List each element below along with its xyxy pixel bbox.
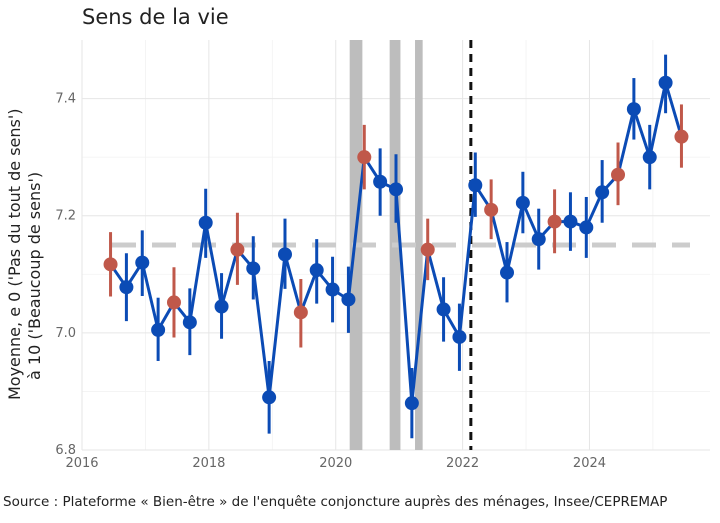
data-point [674, 129, 689, 144]
chart-plot-area: 6.8 7.0 7.2 7.4 2016 2018 2020 2022 2024 [55, 40, 710, 471]
data-point [563, 214, 578, 229]
data-point [277, 247, 292, 262]
data-point [642, 150, 657, 165]
data-point [436, 302, 451, 317]
data-point [595, 185, 610, 200]
data-point [500, 265, 515, 280]
data-point [611, 167, 626, 182]
y-tick-label: 7.4 [55, 92, 76, 107]
data-point [246, 261, 261, 276]
data-point [373, 174, 388, 189]
y-tick-label: 6.8 [55, 443, 76, 458]
y-tick-label: 7.0 [55, 326, 76, 341]
data-point [325, 282, 340, 297]
data-point [230, 242, 245, 257]
data-point [135, 255, 150, 270]
data-point [468, 178, 483, 193]
x-tick-label: 2022 [446, 456, 479, 471]
data-point [658, 75, 673, 90]
shaded-band [415, 40, 423, 450]
data-point [262, 390, 277, 405]
data-point [404, 396, 419, 411]
data-point [389, 182, 403, 197]
x-tick-label: 2018 [192, 456, 225, 471]
data-point [484, 202, 499, 217]
x-tick-label: 2024 [573, 456, 606, 471]
data-point [452, 329, 467, 344]
data-point [579, 220, 594, 235]
data-point [515, 195, 530, 210]
data-point [103, 257, 118, 272]
data-point [420, 242, 435, 257]
data-point [293, 305, 308, 320]
x-tick-label: 2016 [65, 456, 98, 471]
data-point [547, 214, 562, 229]
x-tick-label: 2020 [319, 456, 352, 471]
data-point [309, 263, 324, 278]
data-point [166, 295, 181, 310]
data-point [151, 322, 166, 337]
source-note: Source : Plateforme « Bien-être » de l'e… [3, 494, 668, 510]
data-point [119, 280, 134, 295]
data-point [341, 292, 356, 307]
data-point [182, 315, 197, 330]
chart-title: Sens de la vie [82, 5, 229, 29]
data-point [357, 150, 372, 165]
data-point [626, 102, 641, 117]
y-tick-label: 7.2 [55, 209, 76, 224]
data-point [214, 299, 229, 314]
data-point [198, 215, 213, 230]
data-point [531, 232, 546, 247]
